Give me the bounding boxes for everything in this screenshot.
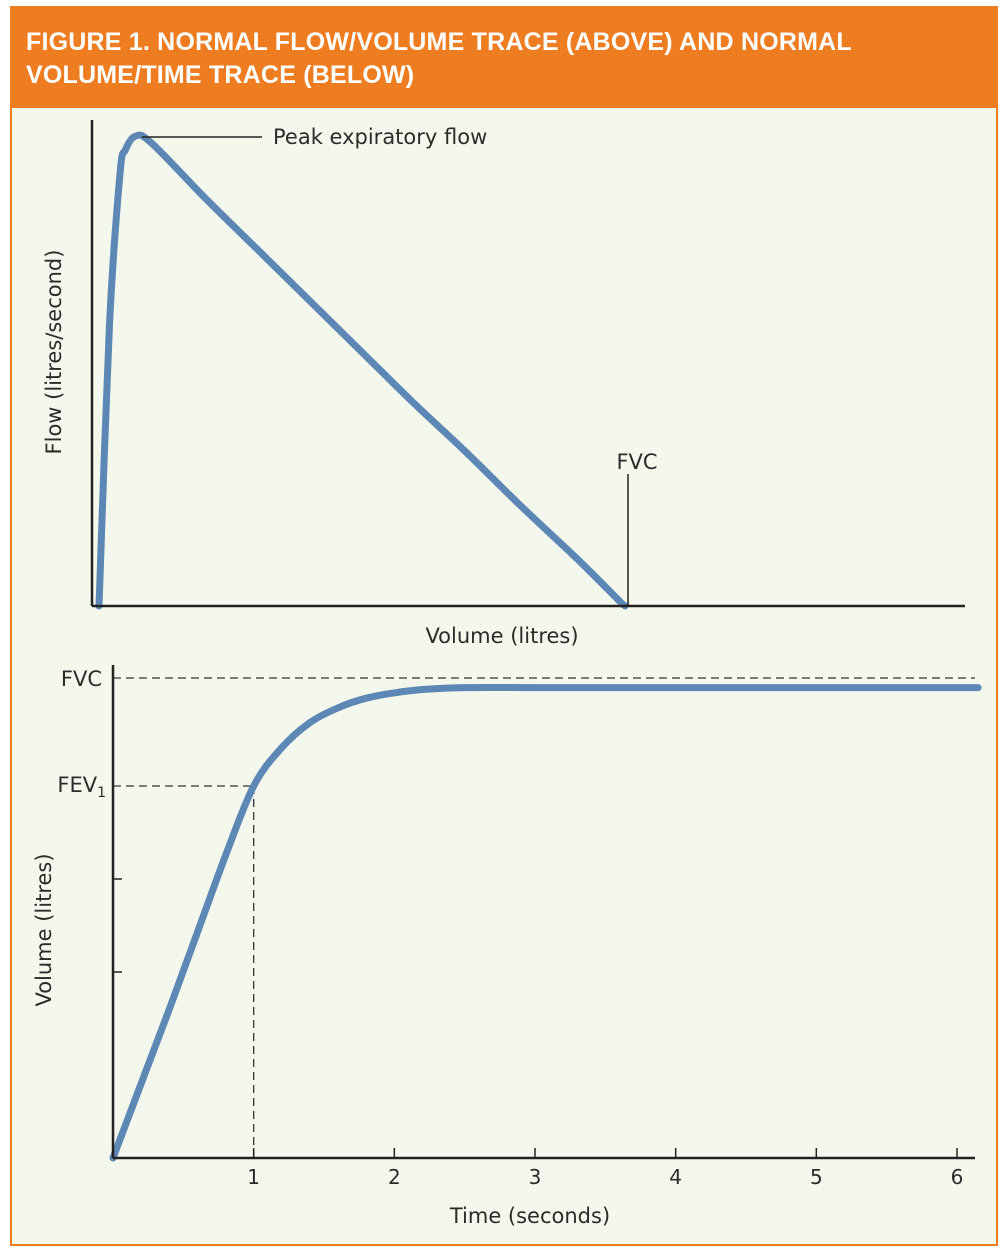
figure-header: FIGURE 1. NORMAL FLOW/VOLUME TRACE (ABOV… <box>12 8 996 108</box>
figure-panel: FIGURE 1. NORMAL FLOW/VOLUME TRACE (ABOV… <box>10 6 998 1246</box>
fev-label-subscript: 1 <box>97 785 106 801</box>
figure-title: FIGURE 1. NORMAL FLOW/VOLUME TRACE (ABOV… <box>26 28 852 89</box>
flow-volume-x-label: Volume (litres) <box>425 624 578 648</box>
volume-time-y-label: Volume (litres) <box>32 853 56 1006</box>
flow-volume-chart: Peak expiratory flow FVC Volume (litres)… <box>42 120 965 648</box>
volume-y-ticks <box>113 878 122 973</box>
x-tick-label-2: 2 <box>388 1165 401 1189</box>
x-tick-label-4: 4 <box>669 1165 682 1189</box>
volume-time-trace <box>109 683 982 1162</box>
x-tick-label-5: 5 <box>810 1165 823 1189</box>
fvc-axis-label: FVC <box>61 667 102 691</box>
fev-label-text: FEV <box>57 773 97 797</box>
x-tick-label-3: 3 <box>529 1165 542 1189</box>
time-x-ticks: 1 2 3 4 5 6 <box>247 1148 963 1189</box>
peak-flow-label: Peak expiratory flow <box>273 125 487 149</box>
fvc-label: FVC <box>616 450 657 474</box>
x-tick-label-6: 6 <box>951 1165 964 1189</box>
volume-time-x-label: Time (seconds) <box>449 1204 610 1228</box>
flow-volume-trace <box>95 131 629 610</box>
flow-volume-y-label: Flow (litres/second) <box>42 250 66 455</box>
x-tick-label-1: 1 <box>247 1165 260 1189</box>
fev1-axis-label: FEV1 <box>57 773 106 801</box>
